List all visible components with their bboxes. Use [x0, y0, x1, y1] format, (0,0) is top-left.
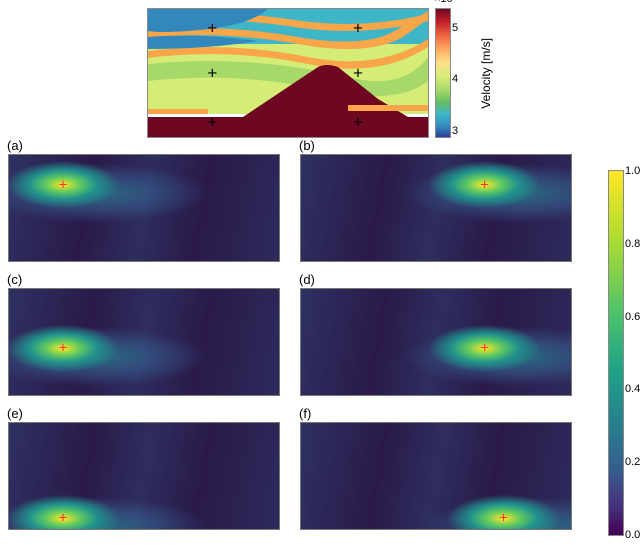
subplot-label: (a) [7, 138, 23, 153]
viridis-colorbar: 0.00.20.40.60.81.0 [608, 170, 624, 536]
probe-marker: + [353, 113, 363, 130]
subplot-a: (a)+ [8, 154, 280, 262]
colorbar-exponent: ×10³ [434, 0, 456, 5]
subplot-b: (b)+ [300, 154, 572, 262]
subplot-d: (d)+ [300, 288, 572, 396]
focus-marker: + [499, 511, 508, 526]
subplot-c: (c)+ [8, 288, 280, 396]
velocity-colorbar-label: Velocity [m/s] [479, 38, 493, 109]
colorbar-tick: 0.6 [625, 311, 640, 323]
top-row: ++++++ ×10³ 345 Velocity [m/s] [0, 0, 640, 138]
viridis-colorbar-wrapper: 0.00.20.40.60.81.0 [608, 170, 624, 536]
subplot-label: (d) [299, 272, 315, 287]
probe-marker: + [353, 20, 363, 37]
focus-marker: + [480, 341, 489, 356]
subplot-f: (f)+ [300, 422, 572, 530]
focus-marker: + [59, 341, 68, 356]
subplot-label: (e) [7, 406, 23, 421]
colorbar-tick: 1.0 [625, 165, 640, 177]
probe-marker: + [207, 20, 217, 37]
colorbar-tick: 3 [452, 125, 458, 137]
colorbar-tick: 0.2 [625, 456, 640, 468]
subplot-e: (e)+ [8, 422, 280, 530]
colorbar-tick: 0.4 [625, 383, 640, 395]
colorbar-tick: 0.0 [625, 529, 640, 541]
focus-marker: + [480, 177, 489, 192]
probe-marker: + [207, 113, 217, 130]
subplot-label: (f) [299, 406, 311, 421]
colorbar-tick: 0.8 [625, 238, 640, 250]
probe-marker: + [353, 65, 363, 82]
subplot-label: (b) [299, 138, 315, 153]
probe-marker: + [207, 65, 217, 82]
focus-marker: + [59, 177, 68, 192]
velocity-model-svg [148, 9, 428, 137]
colorbar-tick: 4 [452, 73, 458, 85]
colorbar-tick: 5 [452, 22, 458, 34]
focus-marker: + [59, 511, 68, 526]
subplot-grid: (a)+(b)+(c)+(d)+(e)+(f)+ [8, 154, 640, 530]
velocity-colorbar: ×10³ 345 [435, 8, 451, 138]
subplot-label: (c) [7, 272, 22, 287]
velocity-model-panel: + + + + + + [147, 8, 429, 138]
